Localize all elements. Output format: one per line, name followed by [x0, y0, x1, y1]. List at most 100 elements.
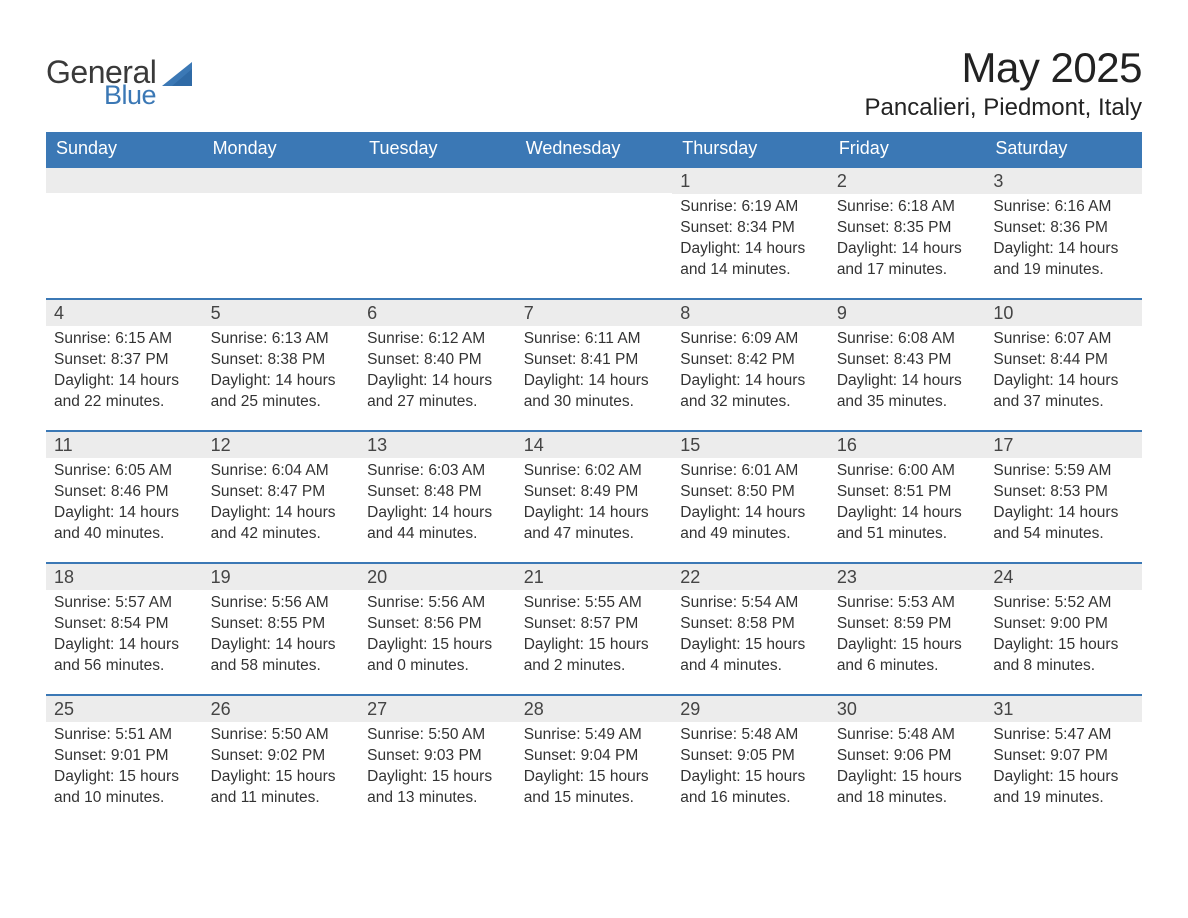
day-number: 26 — [203, 696, 360, 722]
day-details — [203, 193, 360, 273]
daylight-label: Daylight: — [54, 372, 114, 389]
sunset-value: 8:40 PM — [424, 351, 482, 368]
daylight-line: Daylight: 14 hours and 49 minutes. — [680, 503, 821, 545]
day-details: Sunrise: 5:56 AMSunset: 8:56 PMDaylight:… — [359, 590, 516, 683]
sunset-value: 9:05 PM — [737, 747, 795, 764]
sunset-line: Sunset: 9:03 PM — [367, 746, 508, 767]
day-number: 14 — [516, 432, 673, 458]
daylight-label: Daylight: — [837, 768, 897, 785]
sunset-line: Sunset: 8:46 PM — [54, 482, 195, 503]
sunset-label: Sunset: — [993, 219, 1046, 236]
sunrise-value: 5:57 AM — [115, 594, 172, 611]
sunset-label: Sunset: — [680, 483, 733, 500]
sunset-label: Sunset: — [993, 483, 1046, 500]
daylight-label: Daylight: — [524, 636, 584, 653]
sunset-value: 8:59 PM — [894, 615, 952, 632]
sunrise-value: 5:55 AM — [585, 594, 642, 611]
sunrise-label: Sunrise: — [524, 462, 581, 479]
calendar-week: 25Sunrise: 5:51 AMSunset: 9:01 PMDayligh… — [46, 695, 1142, 827]
sunrise-line: Sunrise: 6:08 AM — [837, 329, 978, 350]
sunrise-line: Sunrise: 6:15 AM — [54, 329, 195, 350]
calendar-cell: 16Sunrise: 6:00 AMSunset: 8:51 PMDayligh… — [829, 431, 986, 563]
day-details: Sunrise: 6:18 AMSunset: 8:35 PMDaylight:… — [829, 194, 986, 287]
sunrise-label: Sunrise: — [54, 330, 111, 347]
day-number: 19 — [203, 564, 360, 590]
sunset-value: 8:42 PM — [737, 351, 795, 368]
sunrise-line: Sunrise: 5:56 AM — [211, 593, 352, 614]
day-details: Sunrise: 6:09 AMSunset: 8:42 PMDaylight:… — [672, 326, 829, 419]
day-number: 31 — [985, 696, 1142, 722]
day-details: Sunrise: 6:12 AMSunset: 8:40 PMDaylight:… — [359, 326, 516, 419]
sunset-value: 9:01 PM — [111, 747, 169, 764]
sunset-line: Sunset: 8:47 PM — [211, 482, 352, 503]
sunrise-label: Sunrise: — [211, 726, 268, 743]
day-number: 5 — [203, 300, 360, 326]
sunrise-value: 6:03 AM — [428, 462, 485, 479]
sunrise-label: Sunrise: — [524, 594, 581, 611]
sunset-label: Sunset: — [680, 747, 733, 764]
sunset-label: Sunset: — [211, 615, 264, 632]
sunset-line: Sunset: 9:04 PM — [524, 746, 665, 767]
sunrise-value: 6:00 AM — [898, 462, 955, 479]
sunrise-line: Sunrise: 5:48 AM — [837, 725, 978, 746]
daylight-label: Daylight: — [524, 372, 584, 389]
sunrise-line: Sunrise: 6:19 AM — [680, 197, 821, 218]
sunset-line: Sunset: 8:53 PM — [993, 482, 1134, 503]
sunset-line: Sunset: 9:05 PM — [680, 746, 821, 767]
daylight-label: Daylight: — [680, 504, 740, 521]
sunrise-value: 5:54 AM — [741, 594, 798, 611]
daylight-label: Daylight: — [211, 504, 271, 521]
sunset-label: Sunset: — [680, 615, 733, 632]
sunrise-line: Sunrise: 6:05 AM — [54, 461, 195, 482]
sunrise-value: 5:48 AM — [741, 726, 798, 743]
daylight-line: Daylight: 15 hours and 16 minutes. — [680, 767, 821, 809]
day-number: 12 — [203, 432, 360, 458]
sunrise-value: 6:01 AM — [741, 462, 798, 479]
sunset-label: Sunset: — [54, 351, 107, 368]
day-details: Sunrise: 5:50 AMSunset: 9:03 PMDaylight:… — [359, 722, 516, 815]
sunset-value: 8:50 PM — [737, 483, 795, 500]
sunrise-line: Sunrise: 5:49 AM — [524, 725, 665, 746]
daylight-line: Daylight: 14 hours and 14 minutes. — [680, 239, 821, 281]
calendar-table: SundayMondayTuesdayWednesdayThursdayFrid… — [46, 132, 1142, 827]
day-number: 20 — [359, 564, 516, 590]
sunrise-line: Sunrise: 6:07 AM — [993, 329, 1134, 350]
sunrise-line: Sunrise: 5:53 AM — [837, 593, 978, 614]
sunrise-label: Sunrise: — [837, 462, 894, 479]
sunset-value: 8:53 PM — [1050, 483, 1108, 500]
sunset-label: Sunset: — [524, 615, 577, 632]
sunrise-value: 6:19 AM — [741, 198, 798, 215]
sunset-label: Sunset: — [367, 747, 420, 764]
sunrise-value: 6:05 AM — [115, 462, 172, 479]
day-details: Sunrise: 6:02 AMSunset: 8:49 PMDaylight:… — [516, 458, 673, 551]
daylight-line: Daylight: 15 hours and 18 minutes. — [837, 767, 978, 809]
daylight-label: Daylight: — [837, 636, 897, 653]
day-details: Sunrise: 5:57 AMSunset: 8:54 PMDaylight:… — [46, 590, 203, 683]
sunset-value: 8:41 PM — [581, 351, 639, 368]
daylight-label: Daylight: — [837, 504, 897, 521]
day-number: 2 — [829, 168, 986, 194]
day-number: 24 — [985, 564, 1142, 590]
sunrise-label: Sunrise: — [367, 462, 424, 479]
sunset-label: Sunset: — [367, 483, 420, 500]
sunset-value: 8:43 PM — [894, 351, 952, 368]
sunset-value: 8:55 PM — [267, 615, 325, 632]
daylight-label: Daylight: — [993, 768, 1053, 785]
sunrise-label: Sunrise: — [680, 330, 737, 347]
day-details: Sunrise: 6:07 AMSunset: 8:44 PMDaylight:… — [985, 326, 1142, 419]
calendar-cell: 25Sunrise: 5:51 AMSunset: 9:01 PMDayligh… — [46, 695, 203, 827]
sunset-value: 9:04 PM — [581, 747, 639, 764]
sunset-value: 8:35 PM — [894, 219, 952, 236]
sunrise-label: Sunrise: — [524, 330, 581, 347]
sunrise-label: Sunrise: — [837, 330, 894, 347]
day-details: Sunrise: 5:53 AMSunset: 8:59 PMDaylight:… — [829, 590, 986, 683]
sunset-label: Sunset: — [680, 219, 733, 236]
daylight-label: Daylight: — [680, 240, 740, 257]
calendar-cell: 15Sunrise: 6:01 AMSunset: 8:50 PMDayligh… — [672, 431, 829, 563]
day-number — [516, 168, 673, 193]
sunrise-value: 5:53 AM — [898, 594, 955, 611]
day-details: Sunrise: 5:47 AMSunset: 9:07 PMDaylight:… — [985, 722, 1142, 815]
sunset-value: 8:38 PM — [267, 351, 325, 368]
calendar-cell: 17Sunrise: 5:59 AMSunset: 8:53 PMDayligh… — [985, 431, 1142, 563]
daylight-line: Daylight: 14 hours and 25 minutes. — [211, 371, 352, 413]
